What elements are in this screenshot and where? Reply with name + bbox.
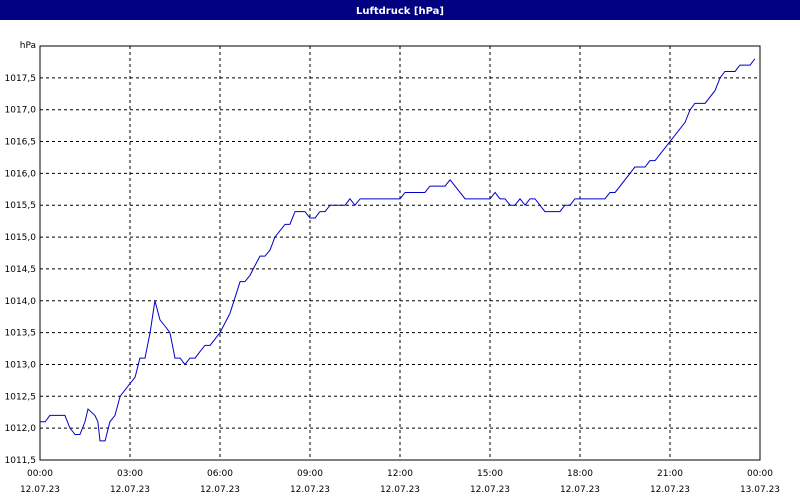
y-tick-label: 1015,5 (5, 201, 37, 211)
chart-title: Luftdruck [hPa] (356, 6, 444, 17)
x-tick-label: 15:00 12.07.23 (470, 469, 510, 495)
x-tick-label: 12:00 12.07.23 (380, 469, 420, 495)
y-tick-label: 1016,0 (5, 169, 37, 179)
x-tick-label: 00:00 13.07.23 (740, 469, 780, 495)
x-tick-label: 03:00 12.07.23 (110, 469, 150, 495)
x-tick-label: 18:00 12.07.23 (560, 469, 600, 495)
plot-frame (39, 45, 761, 461)
y-unit: hPa (20, 41, 36, 51)
y-tick-label: 1016,5 (5, 138, 37, 148)
title-bar (0, 0, 800, 20)
x-tick-label: 21:00 12.07.23 (650, 469, 690, 495)
y-tick-label: 1017,0 (5, 106, 37, 116)
data-line (40, 58, 756, 442)
y-tick-label: 1011,5 (5, 456, 37, 466)
x-tick-label: 09:00 12.07.23 (290, 469, 330, 495)
y-tick-label: 1014,0 (5, 297, 37, 307)
y-tick-label: 1015,0 (5, 233, 37, 243)
y-tick-label: 1012,5 (5, 392, 37, 402)
y-tick-label: 1013,0 (5, 360, 37, 370)
x-tick-label: 06:00 12.07.23 (200, 469, 240, 495)
y-tick-label: 1013,5 (5, 329, 37, 339)
y-tick-label: 1014,5 (5, 265, 37, 275)
y-tick-label: 1012,0 (5, 424, 37, 434)
y-tick-label: 1017,5 (5, 74, 37, 84)
x-tick-label: 00:00 12.07.23 (20, 469, 60, 495)
